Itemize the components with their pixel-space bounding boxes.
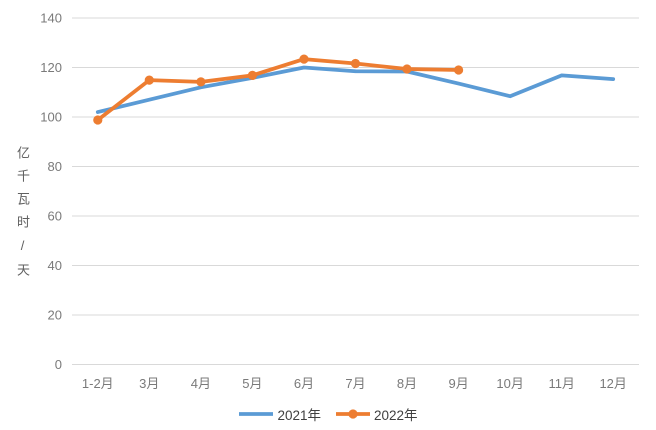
y-tick-label: 140 <box>40 11 62 26</box>
y-tick-label: 120 <box>40 60 62 75</box>
series-line-2022 <box>95 57 461 122</box>
series-line-2021 <box>95 65 616 114</box>
series-marker-2022 <box>247 70 257 80</box>
legend-swatch-2021 <box>239 412 274 416</box>
series-marker-2022 <box>299 54 309 64</box>
legend-label: 2022年 <box>374 408 418 423</box>
x-axis-label: 8月 <box>397 376 417 391</box>
x-axis-label: 1-2月 <box>82 376 114 391</box>
y-tick-label: 60 <box>48 209 62 224</box>
y-tick-label: 0 <box>55 357 62 372</box>
chart-legend: 2021年 2022年 <box>0 403 656 425</box>
x-axis-label: 6月 <box>294 376 314 391</box>
x-axis-label: 3月 <box>139 376 159 391</box>
series-marker-2022 <box>350 58 361 69</box>
x-axis-label: 9月 <box>448 376 468 391</box>
series-marker-2022 <box>402 64 412 74</box>
x-axis-label: 10月 <box>496 376 523 391</box>
x-axis-label: 11月 <box>548 376 575 391</box>
legend-item-2021: 2021年 <box>238 404 321 424</box>
legend-marker-icon <box>348 409 358 419</box>
y-axis-title: 亿千瓦时/天 <box>15 146 30 286</box>
x-axis-label: 5月 <box>242 376 262 391</box>
legend-item-2022: 2022年 <box>335 404 418 424</box>
y-tick-label: 20 <box>48 308 62 323</box>
series-marker-2022 <box>196 77 206 87</box>
series-marker-2022 <box>454 65 464 75</box>
y-tick-label: 100 <box>40 110 62 125</box>
y-tick-label: 80 <box>48 159 62 174</box>
series-marker-2022 <box>93 115 103 125</box>
series-marker-2022 <box>144 75 154 85</box>
legend-swatch-2022 <box>336 409 370 419</box>
x-axis-label: 12月 <box>599 376 626 391</box>
x-axis-label: 7月 <box>345 376 365 391</box>
y-tick-label: 40 <box>48 258 62 273</box>
x-axis-label: 4月 <box>191 376 211 391</box>
legend-label: 2021年 <box>277 408 321 423</box>
